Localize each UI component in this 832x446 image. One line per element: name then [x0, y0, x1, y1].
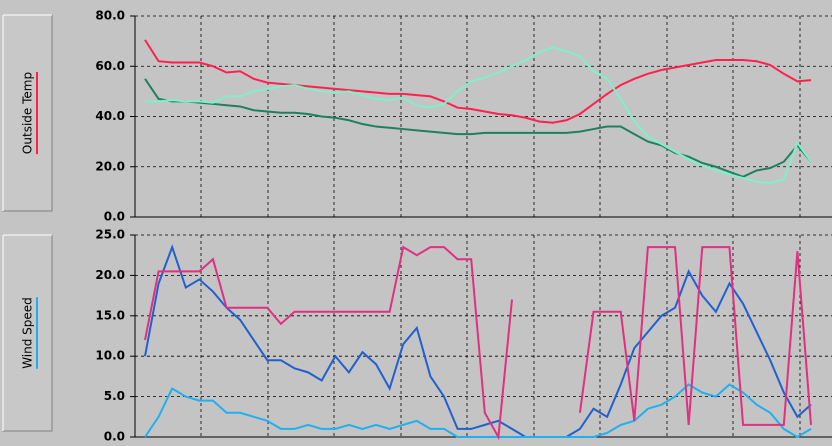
- y-tick-label: 15.0: [95, 308, 125, 322]
- y-tick-label: 80.0: [95, 9, 125, 23]
- data-line: [144, 383, 812, 439]
- y-tick-label: 25.0: [95, 228, 125, 242]
- y-tick-label: 60.0: [95, 59, 125, 73]
- data-line: [144, 39, 812, 124]
- data-line: [144, 245, 812, 441]
- y-tick-label: 0.0: [104, 430, 125, 444]
- y-tick-label: 10.0: [95, 349, 125, 363]
- series-button: [2, 14, 53, 212]
- data-line: [144, 78, 812, 178]
- button-label: Outside Temp: [21, 72, 35, 154]
- y-tick-label: 20.0: [95, 268, 125, 282]
- button-label-group: Wind Speed: [21, 297, 38, 369]
- y-tick-label: 40.0: [95, 109, 125, 123]
- data-line: [145, 46, 812, 185]
- data-line: [144, 244, 812, 438]
- button-label: Wind Speed: [21, 297, 35, 369]
- button-label-group: Outside Temp: [21, 71, 38, 155]
- y-tick-label: 0.0: [104, 210, 125, 224]
- y-tick-label: 5.0: [104, 389, 125, 403]
- y-tick-label: 20.0: [95, 159, 125, 173]
